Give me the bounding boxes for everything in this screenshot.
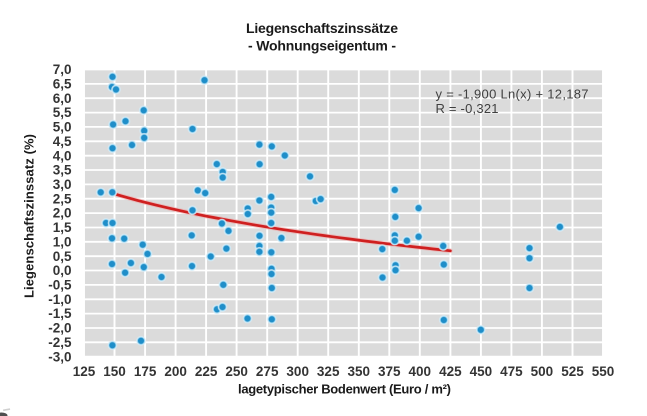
svg-text:-1,0: -1,0	[48, 292, 71, 307]
svg-text:375: 375	[378, 364, 401, 379]
svg-text:7,0: 7,0	[53, 62, 72, 77]
svg-text:175: 175	[134, 364, 157, 379]
svg-text:6,0: 6,0	[53, 91, 72, 106]
svg-text:6,5: 6,5	[53, 77, 72, 92]
svg-text:325: 325	[317, 364, 340, 379]
svg-text:525: 525	[561, 364, 584, 379]
svg-text:-2,5: -2,5	[48, 335, 72, 350]
svg-text:400: 400	[409, 364, 432, 379]
svg-text:-1,5: -1,5	[48, 306, 72, 321]
svg-text:5,0: 5,0	[53, 120, 72, 135]
svg-text:200: 200	[164, 364, 187, 379]
svg-text:500: 500	[531, 364, 554, 379]
svg-text:2,0: 2,0	[53, 206, 72, 221]
svg-text:4,0: 4,0	[53, 148, 72, 163]
svg-text:125: 125	[73, 364, 96, 379]
svg-text:5,5: 5,5	[53, 105, 72, 120]
svg-text:- Wohnungseigentum -: - Wohnungseigentum -	[248, 37, 396, 53]
svg-text:275: 275	[256, 364, 279, 379]
svg-text:0,5: 0,5	[53, 249, 72, 264]
svg-text:1,0: 1,0	[53, 234, 72, 249]
svg-text:-0,5: -0,5	[48, 278, 72, 293]
svg-text:425: 425	[439, 364, 462, 379]
svg-text:300: 300	[286, 364, 309, 379]
svg-text:lagetypischer Bodenwert (Euro: lagetypischer Bodenwert (Euro / m²)	[238, 382, 451, 397]
svg-text:3,0: 3,0	[53, 177, 72, 192]
svg-text:1,5: 1,5	[53, 220, 72, 235]
svg-text:450: 450	[470, 364, 493, 379]
svg-text:R = -0,321: R = -0,321	[436, 101, 499, 116]
svg-text:475: 475	[500, 364, 523, 379]
svg-text:4,5: 4,5	[53, 134, 72, 149]
svg-text:y = -1,900 Ln(x) + 12,187: y = -1,900 Ln(x) + 12,187	[436, 87, 589, 102]
svg-text:225: 225	[195, 364, 218, 379]
svg-text:350: 350	[348, 364, 371, 379]
svg-text:3,5: 3,5	[53, 163, 72, 178]
svg-text:550: 550	[592, 364, 615, 379]
svg-text:Liegenschaftszinssätze: Liegenschaftszinssätze	[246, 20, 398, 36]
svg-text:Liegenschaftszinssatz (%): Liegenschaftszinssatz (%)	[22, 134, 37, 298]
svg-text:150: 150	[103, 364, 126, 379]
svg-text:0,0: 0,0	[53, 263, 72, 278]
svg-text:-2,0: -2,0	[48, 321, 71, 336]
svg-text:2,5: 2,5	[53, 191, 72, 206]
svg-text:-3,0: -3,0	[48, 349, 71, 364]
svg-text:250: 250	[225, 364, 248, 379]
